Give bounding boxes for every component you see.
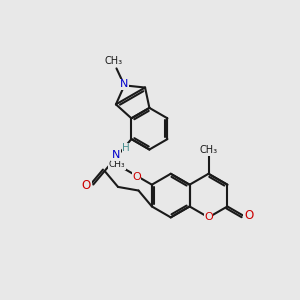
Text: CH₃: CH₃ xyxy=(109,160,125,169)
Text: O: O xyxy=(204,212,213,222)
Text: N: N xyxy=(120,80,129,89)
Text: O: O xyxy=(244,209,253,222)
Text: O: O xyxy=(82,179,91,192)
Text: N: N xyxy=(112,150,120,160)
Text: H: H xyxy=(122,143,130,153)
Text: O: O xyxy=(132,172,141,182)
Text: CH₃: CH₃ xyxy=(200,145,217,155)
Text: CH₃: CH₃ xyxy=(104,56,123,67)
